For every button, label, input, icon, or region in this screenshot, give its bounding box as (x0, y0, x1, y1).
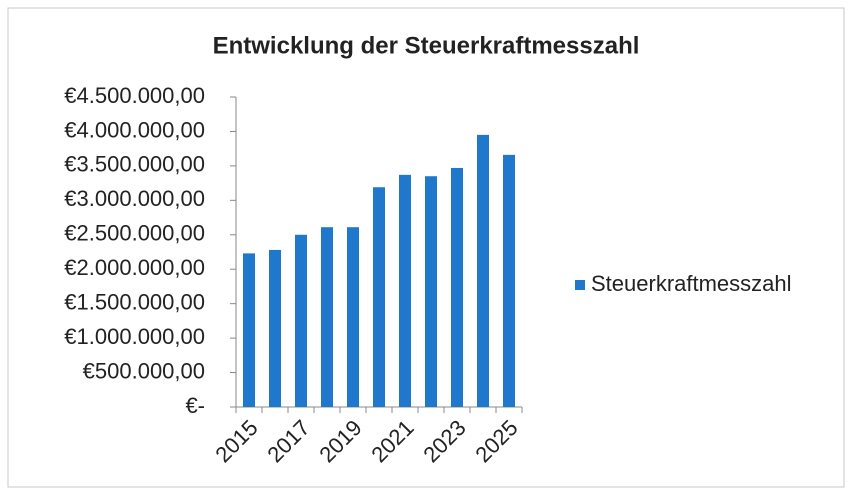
y-tick-label: €3.000.000,00 (64, 186, 205, 211)
y-tick-label: €- (185, 393, 205, 418)
bar (243, 253, 255, 407)
bar (321, 227, 333, 407)
chart-title: Entwicklung der Steuerkraftmesszahl (213, 32, 640, 59)
y-tick-label: €2.000.000,00 (64, 255, 205, 280)
legend-swatch (575, 280, 585, 290)
bar (451, 167, 463, 407)
legend-label: Steuerkraftmesszahl (591, 271, 792, 296)
bar (503, 154, 515, 407)
y-tick-label: €500.000,00 (83, 358, 205, 383)
bar (295, 234, 307, 407)
y-tick-label: €1.000.000,00 (64, 324, 205, 349)
y-tick-label: €4.500.000,00 (64, 83, 205, 108)
bar (425, 176, 437, 407)
bar (269, 249, 281, 407)
bar (399, 174, 411, 407)
bar (347, 227, 359, 407)
y-tick-label: €2.500.000,00 (64, 221, 205, 246)
bar (373, 187, 385, 407)
bar (477, 134, 489, 407)
y-tick-label: €4.000.000,00 (64, 117, 205, 142)
y-tick-label: €3.500.000,00 (64, 152, 205, 177)
y-tick-label: €1.500.000,00 (64, 289, 205, 314)
